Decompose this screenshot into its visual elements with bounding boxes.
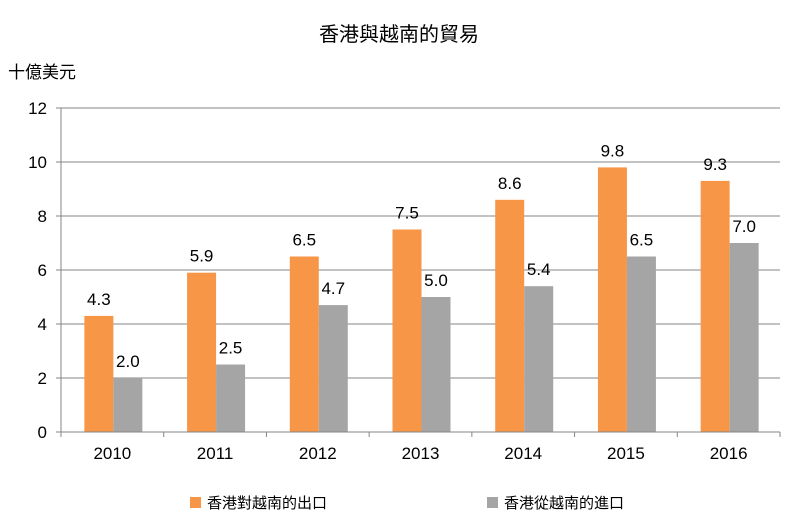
- data-label-exports-2011: 5.9: [190, 247, 214, 266]
- data-label-imports-2014: 5.4: [527, 260, 551, 279]
- data-label-exports-2010: 4.3: [87, 290, 111, 309]
- legend-label-imports: 香港從越南的進口: [504, 494, 625, 512]
- y-tick-label: 10: [28, 153, 47, 172]
- x-tick-label-2014: 2014: [504, 444, 542, 463]
- y-tick-label: 12: [28, 99, 47, 118]
- data-label-exports-2012: 6.5: [292, 231, 316, 250]
- x-tick-label-2010: 2010: [93, 444, 131, 463]
- y-tick-label: 4: [38, 315, 47, 334]
- chart-title: 香港與越南的貿易: [319, 22, 479, 46]
- data-label-imports-2012: 4.7: [321, 279, 345, 298]
- y-tick-label: 0: [38, 423, 47, 442]
- y-axis-unit-label: 十億美元: [8, 63, 76, 83]
- legend-item-imports: 香港從越南的進口: [487, 492, 624, 513]
- data-label-exports-2016: 9.3: [703, 155, 727, 174]
- legend-swatch-imports: [487, 497, 498, 508]
- bar-exports-2011: [187, 272, 217, 432]
- y-tick-label: 2: [38, 369, 47, 388]
- bar-exports-2010: [84, 315, 114, 432]
- bar-imports-2011: [216, 364, 246, 432]
- y-tick-label: 8: [38, 207, 47, 226]
- bar-exports-2014: [495, 199, 525, 432]
- bar-imports-2012: [318, 305, 348, 432]
- y-tick-label: 6: [38, 261, 47, 280]
- legend-label-exports: 香港對越南的出口: [207, 494, 328, 512]
- data-label-imports-2011: 2.5: [219, 339, 243, 358]
- data-label-imports-2010: 2.0: [116, 352, 140, 371]
- bar-imports-2015: [626, 256, 656, 432]
- x-tick-label-2015: 2015: [607, 444, 645, 463]
- bar-imports-2016: [729, 243, 759, 432]
- legend-item-exports: 香港對越南的出口: [190, 492, 327, 513]
- x-tick-label-2012: 2012: [299, 444, 337, 463]
- data-label-imports-2015: 6.5: [630, 231, 654, 250]
- data-label-exports-2015: 9.8: [601, 141, 625, 160]
- bar-exports-2012: [289, 256, 319, 432]
- bar-exports-2013: [392, 229, 422, 432]
- x-tick-label-2011: 2011: [197, 444, 234, 463]
- data-label-imports-2013: 5.0: [424, 271, 448, 290]
- bar-imports-2014: [524, 286, 554, 432]
- bar-exports-2015: [597, 167, 627, 432]
- x-tick-label-2013: 2013: [402, 444, 440, 463]
- bar-exports-2016: [700, 180, 730, 432]
- bar-imports-2010: [113, 378, 143, 432]
- data-label-imports-2016: 7.0: [732, 217, 756, 236]
- data-label-exports-2014: 8.6: [498, 174, 522, 193]
- legend-swatch-exports: [190, 497, 201, 508]
- x-tick-label-2016: 2016: [710, 444, 748, 463]
- data-label-exports-2013: 7.5: [395, 204, 419, 223]
- bar-imports-2013: [421, 297, 451, 432]
